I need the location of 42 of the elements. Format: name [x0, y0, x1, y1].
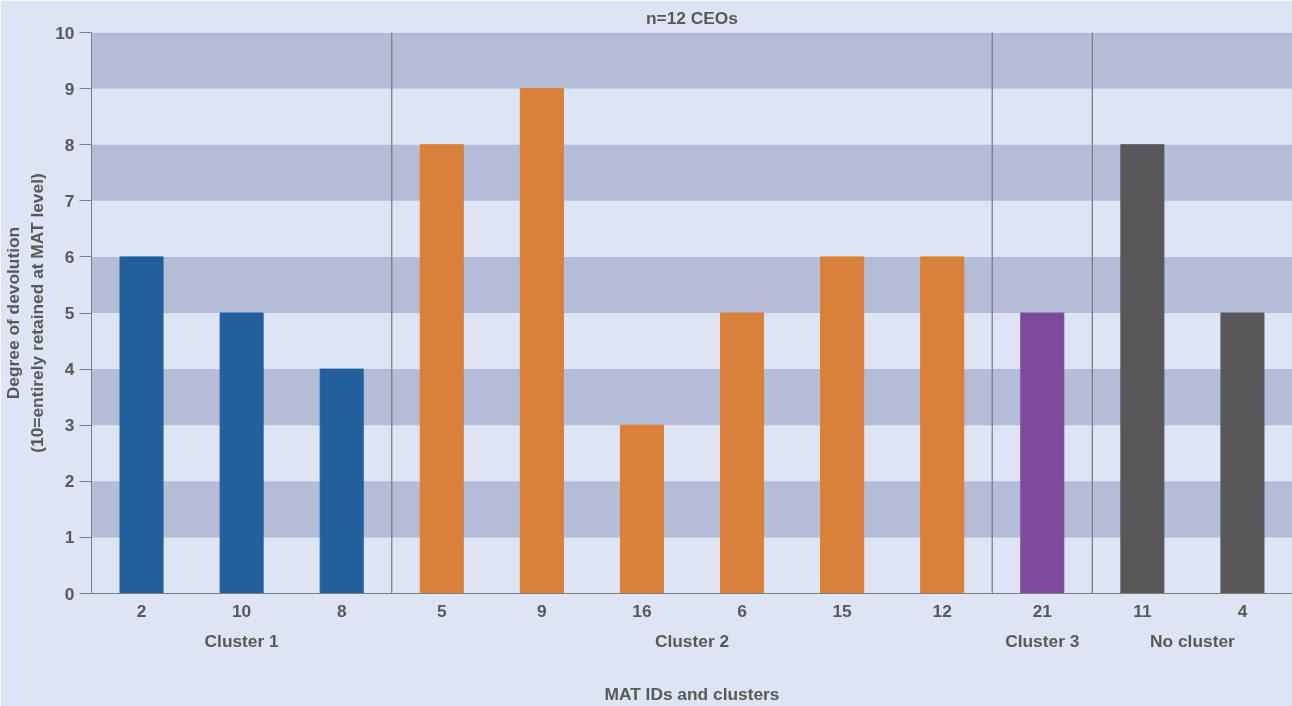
- bar: [519, 88, 564, 594]
- x-tick-label: 21: [1032, 600, 1053, 621]
- bar: [119, 256, 164, 594]
- bar: [920, 256, 965, 594]
- y-tick-label: 9: [64, 78, 75, 99]
- text: Cluster 1: [204, 630, 280, 651]
- x-tick-label: 9: [537, 600, 547, 621]
- text: No cluster: [1150, 630, 1236, 651]
- bar: [820, 256, 865, 594]
- x-tick-label: 16: [632, 600, 652, 621]
- bar: [419, 144, 464, 594]
- text: Cluster 2: [654, 630, 730, 651]
- text: Cluster 3: [1005, 630, 1080, 651]
- x-tick-label: 4: [1237, 600, 1248, 621]
- y-axis-title: Degree of devolution (10=entirely retained at MAT level): [3, 173, 48, 453]
- y-tick-label: 8: [64, 134, 75, 155]
- bar: [619, 424, 664, 594]
- x-tick-label: 12: [932, 600, 952, 621]
- x-axis-title: MAT IDs and clusters: [604, 683, 780, 704]
- y-tick-label: 7: [64, 190, 75, 211]
- x-tick-label: 15: [832, 600, 853, 621]
- bar: [1120, 144, 1165, 594]
- x-tick-label: 10: [231, 600, 252, 621]
- bar: [319, 368, 364, 594]
- y-tick-label: 3: [64, 415, 75, 436]
- y-tick-label: 6: [64, 246, 75, 267]
- bar: [1020, 312, 1065, 594]
- x-tick-label: 6: [737, 600, 748, 621]
- chart-title: n=12 CEOs: [646, 7, 738, 28]
- y-tick-label: 5: [64, 303, 75, 323]
- y-tick-label: 1: [64, 527, 75, 548]
- x-tick-label: 8: [336, 600, 347, 621]
- y-tick-label: 0: [64, 583, 75, 604]
- x-tick-label: 2: [136, 600, 147, 621]
- x-tick-label: 5: [436, 600, 447, 621]
- y-tick-label: 2: [64, 471, 75, 492]
- bar: [1220, 312, 1265, 594]
- y-tick-label: 10: [55, 22, 75, 43]
- bar: [720, 312, 765, 594]
- y-tick-label: 4: [64, 359, 75, 380]
- bar: [219, 312, 264, 594]
- x-tick-label: 11: [1133, 600, 1152, 621]
